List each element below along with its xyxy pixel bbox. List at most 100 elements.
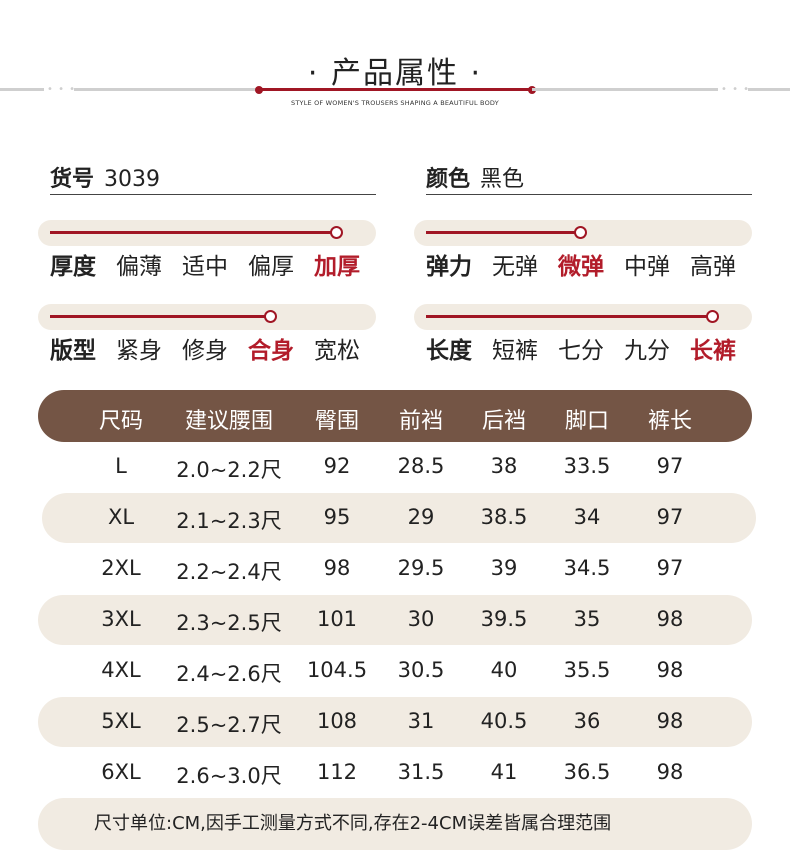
cell-leg-opening: 36.5 <box>563 760 611 784</box>
length-option: 九分 <box>624 338 670 364</box>
fit-option-selected: 合身 <box>248 338 294 364</box>
length-option: 短裤 <box>492 338 538 364</box>
cell-length: 97 <box>656 454 684 478</box>
cell-length: 98 <box>656 658 684 682</box>
item-number-value: 3039 <box>104 167 161 192</box>
header-leg-opening: 脚口 <box>564 409 610 434</box>
color-value: 黑色 <box>480 167 525 192</box>
header-line-right <box>532 88 718 91</box>
thickness-slider <box>38 220 376 246</box>
cell-size: 5XL <box>101 709 141 733</box>
cell-waist: 2.4~2.6尺 <box>176 662 282 686</box>
fit-option: 修身 <box>182 338 228 364</box>
length-fill <box>426 315 714 318</box>
table-row: L 2.0~2.2尺 92 28.5 38 33.5 97 <box>38 442 752 492</box>
header-length: 裤长 <box>647 409 693 434</box>
table-row: 2XL 2.2~2.4尺 98 29.5 39 34.5 97 <box>38 544 752 594</box>
cell-leg-opening: 34.5 <box>563 556 611 580</box>
thickness-options: 厚度 偏薄 适中 偏厚 加厚 <box>50 252 380 282</box>
thickness-label: 厚度 <box>50 254 96 280</box>
elasticity-fill <box>426 231 582 234</box>
elasticity-knob <box>574 226 587 239</box>
cell-waist: 2.1~2.3尺 <box>176 509 282 533</box>
size-table-header: 尺码 建议腰围 臀围 前裆 后裆 脚口 裤长 <box>38 390 752 442</box>
thickness-knob <box>330 226 343 239</box>
header-waist: 建议腰围 <box>184 409 274 434</box>
cell-back-rise: 40.5 <box>480 709 528 733</box>
page-subtitle: STYLE OF WOMEN'S TROUSERS SHAPING A BEAU… <box>291 99 499 107</box>
cell-back-rise: 38.5 <box>480 505 528 529</box>
thickness-option: 适中 <box>182 254 228 280</box>
cell-back-rise: 39.5 <box>480 607 528 631</box>
cell-length: 98 <box>656 607 684 631</box>
cell-size: 4XL <box>101 658 141 682</box>
size-note: 尺寸单位:CM,因手工测量方式不同,存在2-4CM误差皆属合理范围 <box>38 798 752 850</box>
cell-length: 98 <box>656 709 684 733</box>
cell-waist: 2.5~2.7尺 <box>176 713 282 737</box>
header-dots-left: • • • <box>47 84 77 95</box>
elasticity-option: 高弹 <box>690 254 736 280</box>
cell-front-rise: 31.5 <box>397 760 445 784</box>
cell-size: XL <box>107 505 135 529</box>
cell-back-rise: 40 <box>490 658 518 682</box>
cell-back-rise: 38 <box>490 454 518 478</box>
cell-size: 6XL <box>101 760 141 784</box>
thickness-option-selected: 加厚 <box>314 254 360 280</box>
cell-front-rise: 30 <box>407 607 435 631</box>
header-dots-right: • • • <box>721 84 751 95</box>
length-option: 七分 <box>558 338 604 364</box>
header-line-left <box>0 88 44 91</box>
cell-front-rise: 29 <box>407 505 435 529</box>
length-knob <box>706 310 719 323</box>
header-back-rise: 后裆 <box>481 409 527 434</box>
cell-front-rise: 31 <box>407 709 435 733</box>
cell-waist: 2.3~2.5尺 <box>176 611 282 635</box>
fit-options: 版型 紧身 修身 合身 宽松 <box>50 336 380 366</box>
cell-waist: 2.0~2.2尺 <box>176 458 282 482</box>
cell-hip: 98 <box>323 556 351 580</box>
cell-hip: 101 <box>316 607 358 631</box>
cell-hip: 92 <box>323 454 351 478</box>
cell-hip: 104.5 <box>306 658 368 682</box>
cell-leg-opening: 36 <box>573 709 601 733</box>
cell-waist: 2.2~2.4尺 <box>176 560 282 584</box>
cell-length: 97 <box>656 505 684 529</box>
fit-slider <box>38 304 376 330</box>
cell-back-rise: 39 <box>490 556 518 580</box>
table-row: 3XL 2.3~2.5尺 101 30 39.5 35 98 <box>38 595 752 645</box>
length-slider <box>414 304 752 330</box>
header-front-rise: 前裆 <box>398 409 444 434</box>
elasticity-options: 弹力 无弹 微弹 中弹 高弹 <box>426 252 756 282</box>
elasticity-option: 无弹 <box>492 254 538 280</box>
header-size: 尺码 <box>98 409 144 434</box>
item-number-row: 货号 3039 <box>50 166 376 195</box>
thickness-option: 偏薄 <box>116 254 162 280</box>
table-row: XL 2.1~2.3尺 95 29 38.5 34 97 <box>42 493 756 543</box>
cell-waist: 2.6~3.0尺 <box>176 764 282 788</box>
length-option-selected: 长裤 <box>690 338 736 364</box>
fit-knob <box>264 310 277 323</box>
cell-leg-opening: 33.5 <box>563 454 611 478</box>
cell-front-rise: 28.5 <box>397 454 445 478</box>
table-row: 4XL 2.4~2.6尺 104.5 30.5 40 35.5 98 <box>38 646 752 696</box>
cell-hip: 95 <box>323 505 351 529</box>
elasticity-option-selected: 微弹 <box>558 254 604 280</box>
header-hip: 臀围 <box>314 409 360 434</box>
color-row: 颜色 黑色 <box>426 166 752 195</box>
cell-size: L <box>115 454 127 478</box>
cell-hip: 108 <box>316 709 358 733</box>
size-note-text: 尺寸单位:CM,因手工测量方式不同,存在2-4CM误差皆属合理范围 <box>94 813 612 834</box>
length-options: 长度 短裤 七分 九分 长裤 <box>426 336 756 366</box>
thickness-fill <box>50 231 338 234</box>
fit-fill <box>50 315 272 318</box>
cell-front-rise: 29.5 <box>397 556 445 580</box>
header-dot-left <box>255 85 263 94</box>
length-label: 长度 <box>426 338 472 364</box>
header-line-right-2 <box>748 88 790 91</box>
header-line-left-2 <box>74 88 258 91</box>
cell-length: 97 <box>656 556 684 580</box>
fit-label: 版型 <box>50 338 96 364</box>
cell-hip: 112 <box>316 760 358 784</box>
header-accent-line <box>258 88 532 91</box>
thickness-option: 偏厚 <box>248 254 294 280</box>
